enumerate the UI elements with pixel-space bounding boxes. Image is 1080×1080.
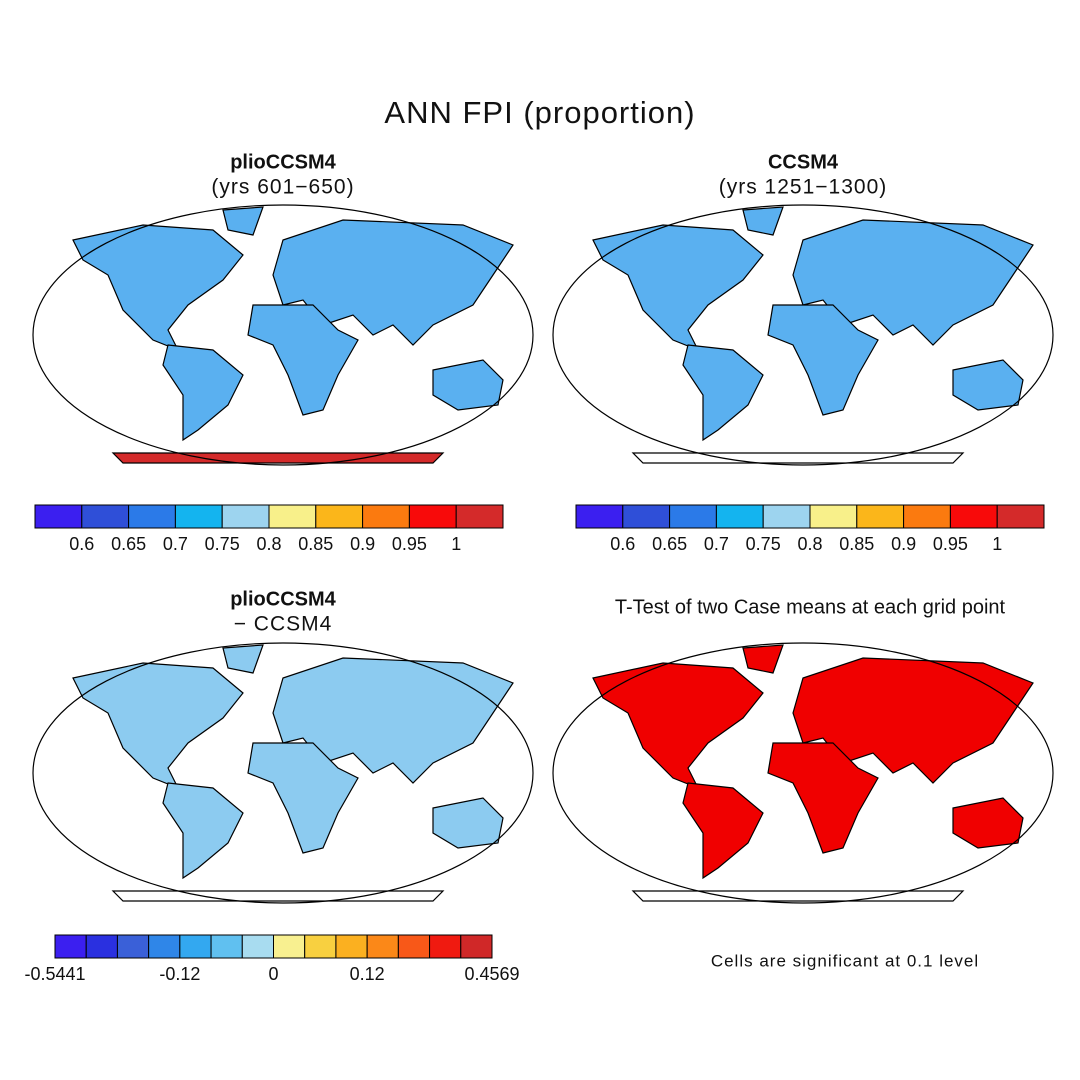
colorbar-label: 1 — [451, 534, 461, 554]
colorbar-box — [34, 504, 83, 529]
colorbar-box — [273, 934, 306, 959]
map-panel — [32, 204, 534, 466]
colorbar-box — [903, 504, 951, 529]
colorbar-box — [116, 934, 150, 959]
colorbar-box — [429, 934, 462, 959]
colorbar-box — [397, 934, 431, 959]
colorbar-box — [179, 934, 212, 959]
colorbar-label: 0.75 — [746, 534, 781, 554]
panel-subtitle: (yrs 601−650) — [211, 176, 354, 199]
colorbar-label: 0.4569 — [464, 964, 519, 984]
colorbar-label: 0.12 — [350, 964, 385, 984]
colorbar-box — [762, 504, 811, 529]
panel-note: Cells are significant at 0.1 level — [711, 951, 979, 970]
figure-title: ANN FPI (proportion) — [384, 95, 695, 130]
colorbar-label: 1 — [992, 534, 1002, 554]
colorbar-box — [148, 934, 181, 959]
panel-subtitle: − CCSM4 — [234, 613, 333, 636]
colorbar-box — [366, 934, 399, 959]
colorbar-label: 0.85 — [839, 534, 874, 554]
colorbar-box — [85, 934, 118, 959]
colorbar-label: 0.85 — [298, 534, 333, 554]
colorbar-box — [335, 934, 368, 959]
colorbar-box — [460, 934, 493, 959]
colorbar-label: 0.8 — [256, 534, 281, 554]
colorbar-box — [669, 504, 717, 529]
colorbar-box — [128, 504, 176, 529]
colorbar-box — [996, 504, 1045, 529]
colorbar-box — [241, 934, 275, 959]
panel-title: T-Test of two Case means at each grid po… — [615, 596, 1006, 618]
panel-subtitle: (yrs 1251−1300) — [719, 176, 888, 199]
colorbar-box — [408, 504, 457, 529]
colorbar-box — [856, 504, 905, 529]
colorbar-box — [949, 504, 998, 529]
colorbar-label: 0.7 — [163, 534, 188, 554]
colorbar-box — [210, 934, 243, 959]
colorbar-box — [81, 504, 130, 529]
colorbar-box — [315, 504, 364, 529]
colorbar-label: 0.95 — [933, 534, 968, 554]
panel-title: plioCCSM4 — [230, 588, 336, 610]
colorbar-label: 0 — [268, 964, 278, 984]
colorbar-label: 0.6 — [610, 534, 635, 554]
colorbar-label: -0.5441 — [24, 964, 85, 984]
colorbar-box — [174, 504, 223, 529]
panel-title: CCSM4 — [768, 151, 839, 173]
colorbar-label: 0.8 — [797, 534, 822, 554]
map-panel — [552, 642, 1054, 904]
colorbar-label: 0.95 — [392, 534, 427, 554]
colorbar-box — [455, 504, 504, 529]
colorbar-box — [715, 504, 764, 529]
colorbar-label: 0.9 — [891, 534, 916, 554]
colorbar-label: 0.75 — [205, 534, 240, 554]
colorbar-box — [362, 504, 410, 529]
colorbar-box — [575, 504, 624, 529]
panel-title: plioCCSM4 — [230, 151, 336, 173]
colorbar-box — [54, 934, 87, 959]
map-panel — [552, 204, 1054, 466]
colorbar-label: -0.12 — [159, 964, 200, 984]
colorbar-box — [622, 504, 671, 529]
map-panel — [32, 642, 534, 904]
colorbar-label: 0.6 — [69, 534, 94, 554]
colorbar-box — [809, 504, 858, 529]
colorbar-box — [268, 504, 317, 529]
colorbar-label: 0.9 — [350, 534, 375, 554]
colorbar-box — [221, 504, 270, 529]
colorbar-label: 0.7 — [704, 534, 729, 554]
colorbar-box — [304, 934, 337, 959]
colorbar-label: 0.65 — [111, 534, 146, 554]
colorbar-label: 0.65 — [652, 534, 687, 554]
